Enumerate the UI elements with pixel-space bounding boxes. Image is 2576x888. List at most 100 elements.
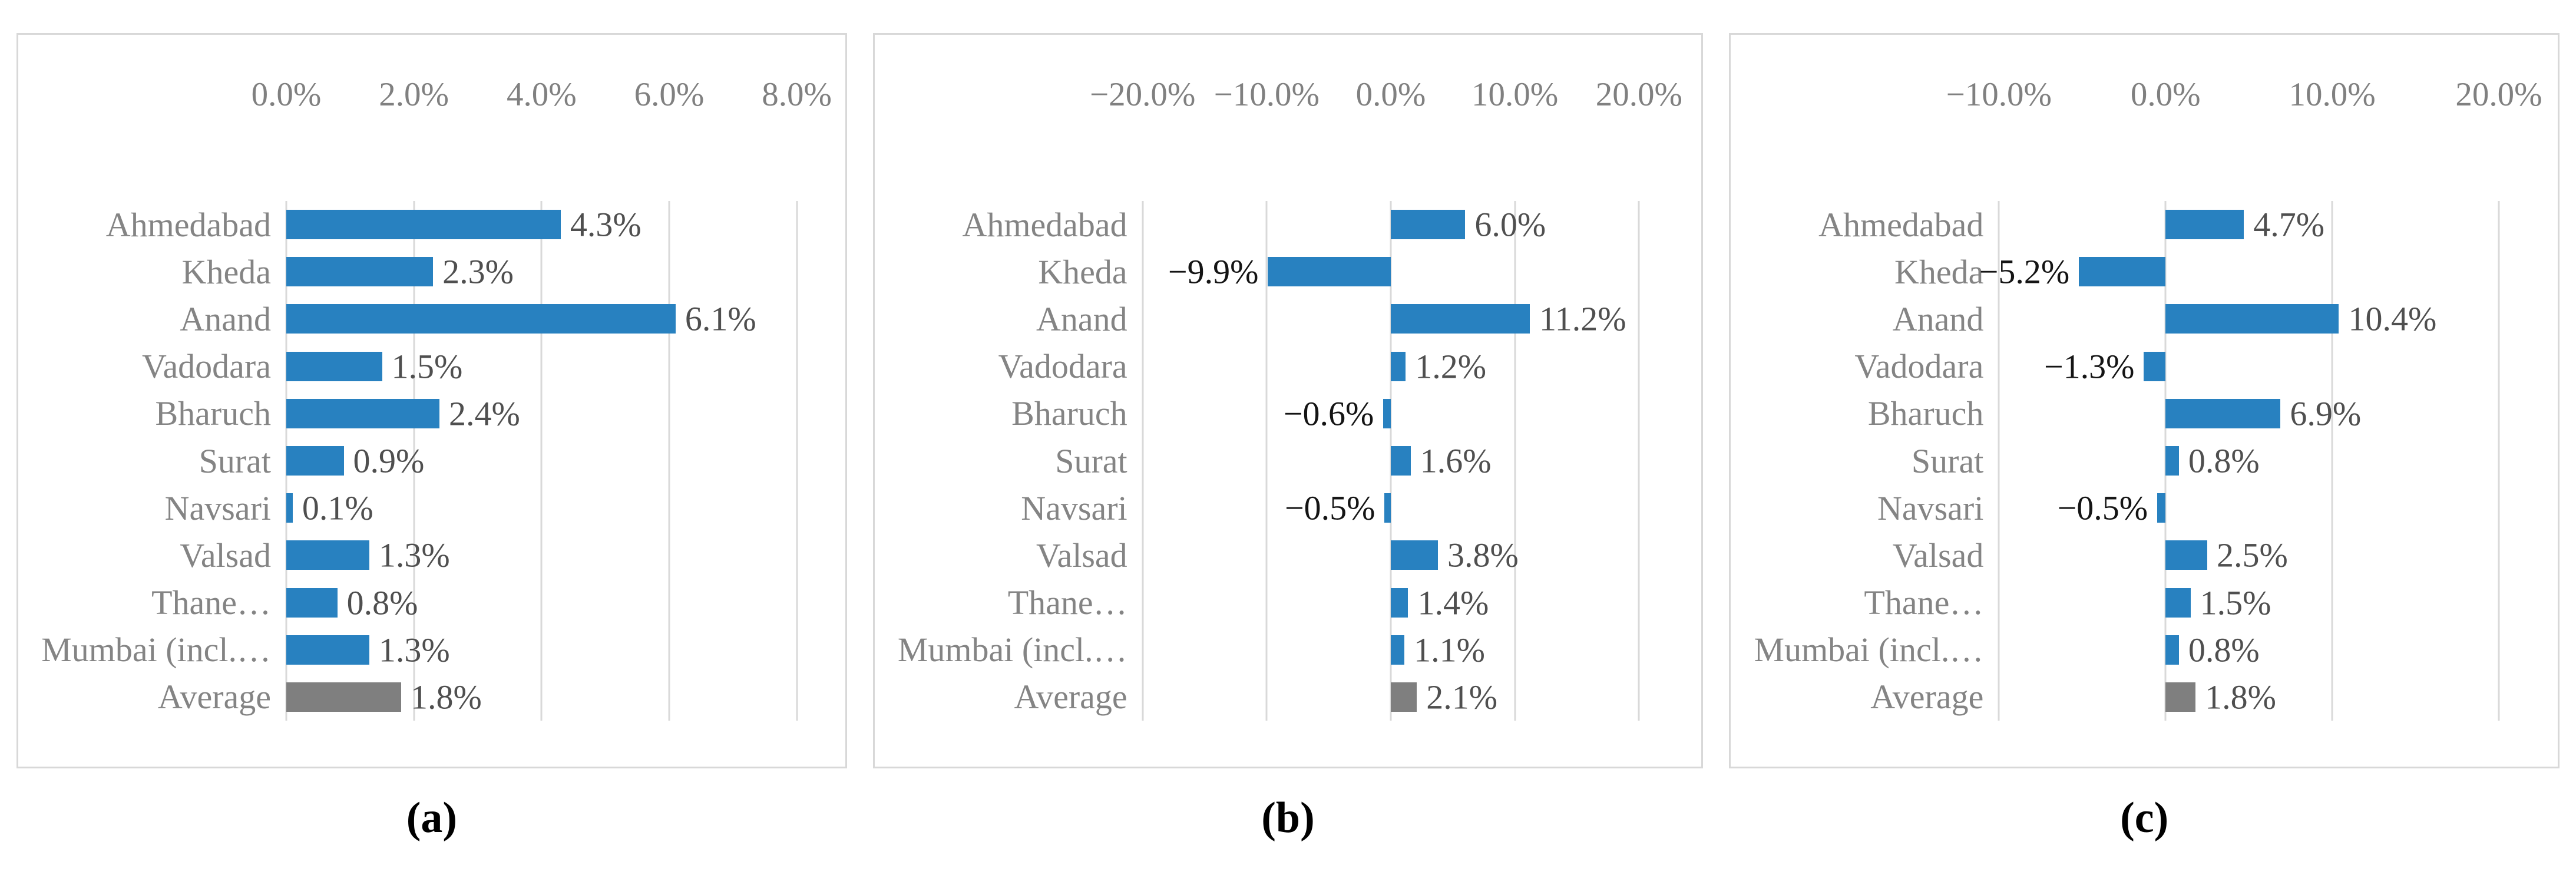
bar-ahmedabad	[1391, 210, 1466, 240]
axis-tick-label: 0.0%	[1355, 76, 1426, 113]
value-label: 0.1%	[302, 488, 373, 527]
bar-area: 3.8%	[1143, 532, 1639, 579]
category-label: Ahmedabad	[1818, 205, 1984, 244]
rows: Ahmedabad 4.3% Kheda 2.3% Anand 6.1% Vadodara 1…	[18, 201, 845, 721]
category-label: Kheda	[1038, 252, 1127, 291]
value-label: 6.9%	[2290, 394, 2362, 433]
bar-area: 0.8%	[286, 579, 797, 626]
category-label: Average	[1870, 678, 1984, 717]
value-label: 4.7%	[2253, 205, 2325, 244]
bar-thane	[286, 587, 338, 618]
bar-row: Mumbai (incl.… 0.8%	[1731, 626, 2558, 674]
bar-mumbai-incl	[286, 635, 369, 665]
bar-navsari	[2157, 493, 2166, 523]
bar-row: Navsari −0.5%	[1731, 484, 2558, 532]
gridline	[1142, 201, 1144, 721]
bar-valsad	[286, 540, 369, 570]
value-label: 1.8%	[411, 678, 482, 717]
bar-row: Bharuch 2.4%	[18, 390, 845, 437]
bar-area: −0.5%	[1999, 484, 2499, 532]
gridline	[540, 201, 543, 721]
caption-c: (c)	[2120, 794, 2169, 842]
bar-row: Mumbai (incl.… 1.1%	[875, 626, 1702, 674]
bar-bharuch	[286, 398, 439, 428]
category-label: Surat	[199, 441, 271, 480]
bar-area: 6.0%	[1143, 201, 1639, 248]
category-label: Ahmedabad	[962, 205, 1127, 244]
axis-tick-label: −10.0%	[1213, 76, 1320, 113]
value-label: −0.5%	[2057, 488, 2148, 527]
bar-row: Kheda −5.2%	[1731, 248, 2558, 295]
bar-area: 4.3%	[286, 201, 797, 248]
axis-tick-label: 0.0%	[2130, 76, 2201, 113]
category-label: Vadodara	[998, 347, 1127, 386]
value-label: −0.5%	[1284, 488, 1375, 527]
category-label: Kheda	[1894, 252, 1984, 291]
gridline	[413, 201, 415, 721]
gridline	[2498, 201, 2500, 721]
category-label: Anand	[1892, 299, 1984, 338]
bar-row: Anand 10.4%	[1731, 295, 2558, 342]
bar-row: Vadodara 1.5%	[18, 343, 845, 390]
bar-anand	[286, 304, 676, 334]
value-label: 6.0%	[1474, 205, 1546, 244]
value-label: 1.5%	[391, 347, 463, 386]
axis-tick-label: 20.0%	[2455, 76, 2542, 113]
value-label: 1.8%	[2205, 678, 2276, 717]
caption-b: (b)	[1261, 794, 1315, 842]
bar-area: 0.8%	[1999, 437, 2499, 484]
axis-row: −10.0% 0.0% 10.0% 20.0%	[1946, 76, 2542, 113]
bar-row: Thane… 0.8%	[18, 579, 845, 626]
bar-kheda	[286, 257, 434, 287]
bar-vadodara	[1391, 351, 1406, 381]
category-label: Thane…	[1864, 583, 1984, 622]
bar-row: Thane… 1.4%	[875, 579, 1702, 626]
bar-navsari	[1384, 493, 1391, 523]
category-label: Bharuch	[1867, 394, 1984, 433]
figure-panel-b: −20.0% −10.0% 0.0% 10.0% 20.0% Ahmedabad 6.0%…	[872, 33, 1704, 843]
category-label: Mumbai (incl.…	[1754, 630, 1984, 669]
gridline	[2331, 201, 2333, 721]
value-label: 1.5%	[2200, 583, 2271, 622]
value-label: −5.2%	[1979, 252, 2070, 291]
category-label: Mumbai (incl.…	[897, 630, 1127, 669]
value-label: 2.3%	[442, 252, 514, 291]
category-label: Anand	[1036, 299, 1127, 338]
bar-area: 2.1%	[1143, 674, 1639, 721]
value-label: 10.4%	[2348, 299, 2437, 338]
category-label: Mumbai (incl.…	[41, 630, 271, 669]
bar-row: Average 1.8%	[18, 674, 845, 721]
bar-area: 1.6%	[1143, 437, 1639, 484]
value-label: 1.4%	[1417, 583, 1489, 622]
bar-area: 2.3%	[286, 248, 797, 295]
bar-area: 4.7%	[1999, 201, 2499, 248]
chart-panel-a: 0.0% 2.0% 4.0% 6.0% 8.0% Ahmedabad 4.3% Kheda 2…	[16, 33, 847, 768]
bar-mumbai-incl	[1391, 635, 1405, 665]
category-label: Thane…	[151, 583, 271, 622]
category-label: Bharuch	[155, 394, 272, 433]
bar-row: Kheda 2.3%	[18, 248, 845, 295]
category-label: Surat	[1911, 441, 1984, 480]
bar-surat	[286, 446, 344, 476]
bar-row: Bharuch −0.6%	[875, 390, 1702, 437]
value-label: 0.8%	[2188, 441, 2260, 480]
chart-panel-c: −10.0% 0.0% 10.0% 20.0% Ahmedabad 4.7% Kheda −…	[1729, 33, 2560, 768]
category-label: Navsari	[1021, 488, 1127, 527]
bar-area: 1.1%	[1143, 626, 1639, 674]
bar-row: Valsad 1.3%	[18, 532, 845, 579]
bar-area: 1.3%	[286, 626, 797, 674]
category-label: Valsad	[180, 536, 271, 575]
bar-area: 1.8%	[1999, 674, 2499, 721]
bar-area: 1.8%	[286, 674, 797, 721]
bar-bharuch	[2165, 398, 2281, 428]
axis-tick-label: 6.0%	[634, 76, 705, 113]
value-label: 1.1%	[1414, 630, 1485, 669]
gridline	[668, 201, 670, 721]
category-label: Surat	[1055, 441, 1127, 480]
rows: Ahmedabad 4.7% Kheda −5.2% Anand 10.4% Vadodar…	[1731, 201, 2558, 721]
bar-kheda	[2079, 257, 2166, 287]
bar-row: Valsad 2.5%	[1731, 532, 2558, 579]
figure: 0.0% 2.0% 4.0% 6.0% 8.0% Ahmedabad 4.3% Kheda 2…	[16, 33, 2560, 843]
bar-area: 0.8%	[1999, 626, 2499, 674]
category-label: Bharuch	[1011, 394, 1127, 433]
